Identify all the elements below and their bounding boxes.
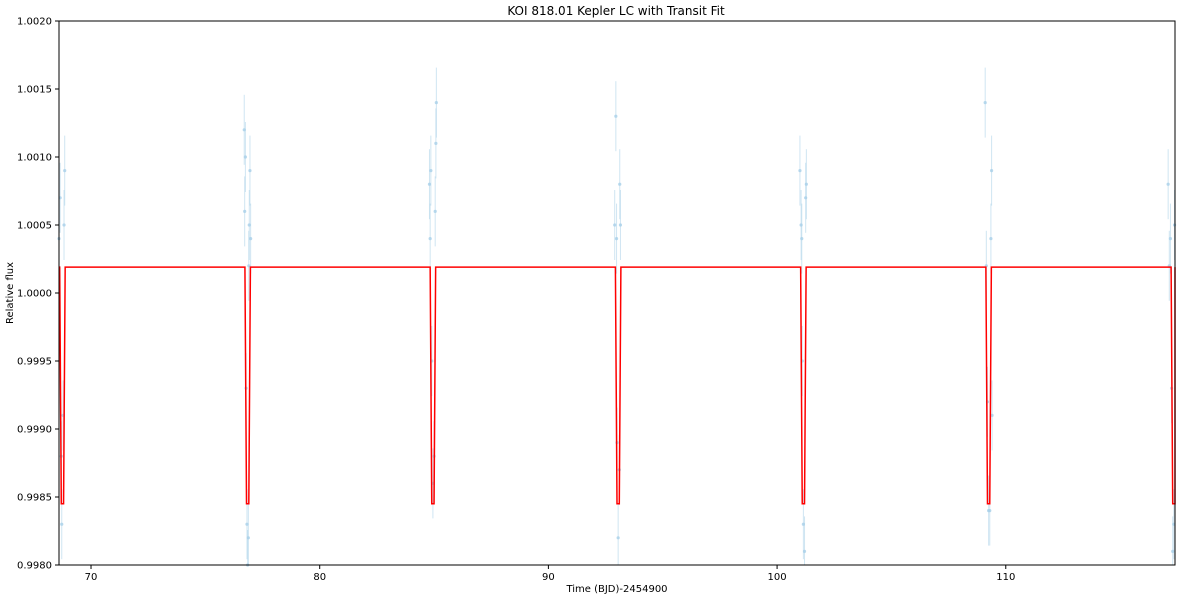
x-tick-label: 80 — [313, 572, 326, 583]
data-point — [62, 223, 66, 227]
x-tick-label: 110 — [996, 572, 1015, 583]
data-point — [990, 413, 994, 417]
data-point — [248, 169, 252, 173]
data-point — [434, 141, 438, 145]
x-tick-label: 90 — [542, 572, 555, 583]
y-axis: 0.9980 0.9985 0.9990 0.9995 1.0000 1.0005 1.00… — [17, 17, 59, 572]
y-tick-label: 0.9990 — [17, 425, 52, 436]
data-point — [243, 155, 247, 159]
model-layer — [58, 266, 1176, 505]
data-point — [983, 101, 987, 105]
y-tick-label: 1.0000 — [17, 289, 52, 300]
data-point — [989, 237, 993, 241]
data-point — [989, 169, 994, 173]
y-tick-label: 0.9995 — [17, 357, 52, 368]
data-point — [247, 264, 251, 268]
data-point — [798, 169, 802, 173]
data-point — [243, 209, 247, 213]
data-point — [428, 237, 432, 241]
data-point — [1166, 182, 1170, 186]
data-point — [804, 182, 808, 186]
x-tick-label: 100 — [768, 572, 787, 583]
data-point — [247, 223, 251, 227]
y-tick-label: 0.9985 — [17, 493, 52, 504]
y-tick-label: 1.0005 — [17, 221, 52, 232]
data-point — [60, 522, 64, 526]
y-tick-label: 0.9980 — [17, 561, 52, 572]
data-point — [618, 182, 622, 186]
data-point — [802, 549, 807, 554]
x-axis-title: Time (BJD)-2454900 — [565, 584, 667, 595]
data-point — [614, 237, 619, 241]
data-layer — [57, 67, 1177, 567]
y-tick-label: 1.0015 — [17, 85, 52, 96]
data-point — [246, 536, 250, 540]
data-point — [63, 169, 67, 173]
data-point — [433, 209, 437, 213]
data-point — [249, 237, 253, 241]
y-axis-title: Relative flux — [5, 262, 16, 324]
data-point — [613, 223, 617, 227]
data-point — [245, 522, 249, 526]
y-tick-label: 1.0020 — [17, 17, 52, 28]
data-point — [988, 509, 992, 513]
data-point — [434, 101, 438, 105]
data-point — [616, 536, 620, 540]
data-point — [614, 114, 618, 118]
transit-model-line — [58, 266, 1176, 505]
data-point — [1168, 237, 1173, 241]
y-tick-label: 1.0010 — [17, 153, 52, 164]
x-tick-label: 70 — [85, 572, 98, 583]
chart-title: KOI 818.01 Kepler LC with Transit Fit — [507, 4, 725, 18]
data-point — [427, 182, 432, 186]
data-point — [800, 237, 804, 241]
data-point — [618, 223, 623, 227]
data-point — [429, 169, 433, 173]
x-axis: 70 80 90 100 110 — [85, 565, 1015, 583]
